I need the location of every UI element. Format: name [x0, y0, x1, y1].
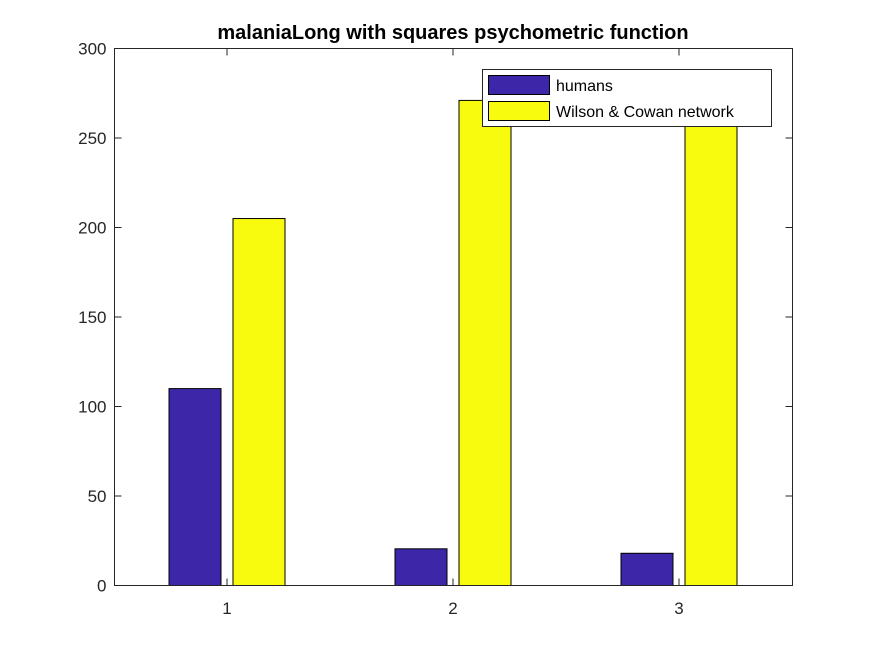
legend: humans Wilson & Cowan network	[482, 69, 772, 127]
x-tick-label: 1	[222, 599, 231, 618]
x-tick-label: 3	[674, 599, 683, 618]
x-axis: 1 2 3	[222, 48, 684, 618]
y-tick-label: 0	[97, 577, 106, 596]
legend-label-network: Wilson & Cowan network	[556, 104, 735, 121]
y-tick-label: 250	[78, 129, 106, 148]
y-tick-label: 150	[78, 308, 106, 327]
y-tick-label: 100	[78, 398, 106, 417]
legend-label-humans: humans	[556, 78, 613, 95]
legend-swatch-network	[488, 101, 550, 121]
y-tick-label: 200	[78, 219, 106, 238]
bar-network-3	[684, 99, 738, 586]
bar-network-1	[232, 218, 286, 587]
chart-title: malaniaLong with squares psychometric fu…	[217, 22, 688, 44]
bar-network-2	[458, 99, 512, 586]
y-axis: 0 50 100 150 200 250 300	[78, 40, 793, 596]
bar-humans-2	[394, 548, 448, 586]
bar-humans-1	[168, 388, 222, 586]
x-tick-label: 2	[448, 599, 457, 618]
legend-swatch-humans	[488, 75, 550, 95]
bar-humans-3	[620, 552, 674, 587]
y-tick-label: 300	[78, 40, 106, 59]
bars-layer	[168, 99, 738, 587]
y-tick-label: 50	[88, 487, 107, 506]
